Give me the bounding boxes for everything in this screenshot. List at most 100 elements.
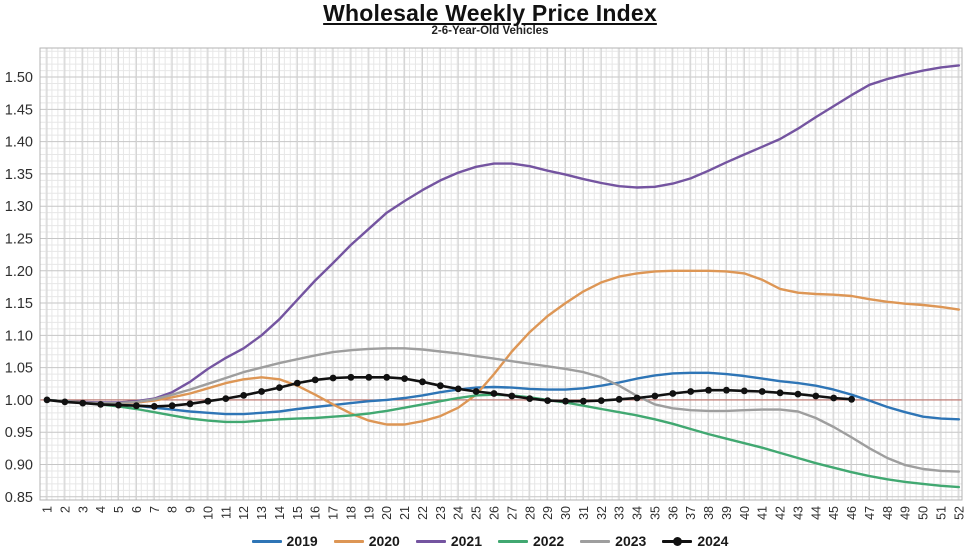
x-axis-tick-label: 22 [416, 506, 430, 520]
legend-item-2020: 2020 [333, 533, 400, 549]
x-axis-tick-label: 37 [684, 506, 698, 520]
x-axis-tick-label: 7 [148, 506, 162, 513]
x-axis-tick-label: 27 [505, 506, 519, 520]
x-axis-tick-label: 11 [219, 506, 233, 519]
y-axis-tick-label: 1.10 [5, 328, 33, 344]
data-point-marker [562, 397, 569, 405]
data-point-marker [401, 375, 408, 382]
x-axis-tick-label: 32 [595, 506, 609, 520]
week-axis: 1 2 3 4 5 6 7 8 9 10 11 12 13 14 15 16 17 18 19 20 21 22 23 24 2… [41, 506, 967, 520]
data-point-marker [508, 392, 516, 400]
x-axis-tick-label: 19 [362, 506, 376, 520]
x-axis-tick-label: 39 [720, 506, 734, 520]
data-point-marker [419, 378, 426, 386]
legend-swatch-2020 [333, 539, 364, 543]
data-point-marker [812, 392, 820, 400]
x-axis-tick-label: 20 [380, 506, 394, 520]
legend-item-2021: 2021 [415, 533, 482, 549]
x-axis-tick-label: 36 [666, 506, 680, 520]
y-axis-tick-label: 1.00 [5, 393, 33, 409]
series-line-2021 [45, 64, 961, 404]
x-axis-tick-label: 30 [559, 506, 573, 520]
data-point-marker [365, 373, 373, 381]
x-axis-tick-label: 34 [631, 506, 645, 520]
x-axis-tick-label: 45 [827, 506, 841, 520]
data-point-marker [758, 388, 766, 395]
data-point-marker [580, 397, 587, 405]
legend-swatch-2023 [580, 539, 611, 543]
legend-label-2022: 2022 [533, 533, 565, 549]
x-axis-tick-label: 28 [523, 506, 537, 520]
y-axis-tick-label: 1.25 [5, 231, 33, 247]
x-axis-tick-label: 48 [881, 506, 895, 520]
data-point-marker [436, 382, 444, 390]
data-point-marker [490, 390, 498, 397]
y-axis-tick-label: 1.50 [5, 70, 33, 86]
data-point-marker [651, 392, 659, 400]
data-point-marker [740, 387, 748, 395]
legend-label-2019: 2019 [286, 533, 318, 549]
data-point-marker [526, 395, 534, 402]
data-point-marker [794, 390, 802, 398]
x-axis-tick-label: 46 [845, 506, 859, 520]
legend-swatch-2022 [498, 539, 528, 543]
x-axis-tick-label: 49 [899, 506, 913, 520]
chart-title: Wholesale Weekly Price Index [0, 0, 980, 27]
data-point-marker [454, 385, 462, 393]
x-axis-tick-label: 26 [488, 506, 502, 520]
x-axis-tick-label: 24 [452, 506, 466, 520]
series-line-2019 [45, 371, 961, 421]
x-axis-tick-label: 4 [94, 506, 108, 513]
legend-item-2023: 2023 [580, 533, 646, 549]
x-axis-tick-label: 16 [309, 506, 323, 520]
x-axis-tick-label: 1 [41, 506, 55, 513]
data-point-marker [204, 397, 212, 405]
x-axis-tick-label: 41 [756, 506, 770, 520]
data-point-marker [276, 384, 283, 391]
legend-item-2019: 2019 [251, 533, 318, 549]
data-point-marker [133, 402, 140, 410]
x-axis-tick-label: 17 [327, 506, 341, 520]
data-point-marker [687, 388, 695, 395]
legend-label-2021: 2021 [450, 533, 482, 549]
x-axis-tick-label: 9 [184, 506, 198, 513]
data-point-marker [329, 374, 337, 382]
y-axis-tick-label: 0.90 [5, 457, 33, 473]
data-point-marker [168, 402, 176, 410]
legend-swatch-2019 [251, 539, 282, 543]
x-axis-tick-label: 35 [648, 506, 662, 520]
legend-label-2024: 2024 [697, 533, 729, 549]
data-point-marker [150, 403, 158, 410]
legend-marker-dot [673, 536, 683, 546]
x-axis-tick-label: 33 [613, 506, 627, 520]
y-axis-tick-label: 0.85 [5, 490, 33, 506]
x-axis-tick-label: 52 [952, 506, 966, 520]
series-line-2020 [45, 269, 961, 426]
y-axis-tick-label: 1.05 [5, 361, 33, 377]
data-point-marker [633, 394, 641, 402]
x-axis-tick-label: 50 [917, 506, 931, 520]
data-point-marker [222, 395, 230, 402]
data-point-marker [115, 401, 122, 409]
data-point-marker [347, 373, 355, 381]
x-axis-tick-label: 13 [255, 506, 269, 520]
data-point-marker [597, 397, 605, 404]
data-point-marker [383, 373, 391, 381]
data-point-marker [186, 400, 194, 408]
x-axis-tick-label: 51 [935, 506, 949, 520]
y-axis-tick-label: 1.40 [5, 135, 33, 151]
data-point-marker [776, 389, 784, 397]
x-axis-tick-label: 3 [76, 506, 90, 513]
y-axis-tick-label: 1.20 [5, 264, 33, 280]
legend-label-2020: 2020 [368, 533, 400, 549]
x-axis-tick-label: 14 [273, 506, 287, 520]
x-axis-tick-label: 6 [130, 506, 144, 513]
data-point-marker [848, 395, 855, 403]
x-axis-tick-label: 12 [237, 506, 251, 520]
legend-swatch-2021 [415, 539, 446, 543]
y-axis-tick-label: 1.45 [5, 102, 33, 118]
y-axis-tick-label: 1.35 [5, 167, 33, 183]
x-axis-tick-label: 31 [577, 506, 591, 520]
x-axis-tick-label: 23 [434, 506, 448, 520]
chart-title-text: Wholesale Weekly Price Index [323, 0, 657, 26]
